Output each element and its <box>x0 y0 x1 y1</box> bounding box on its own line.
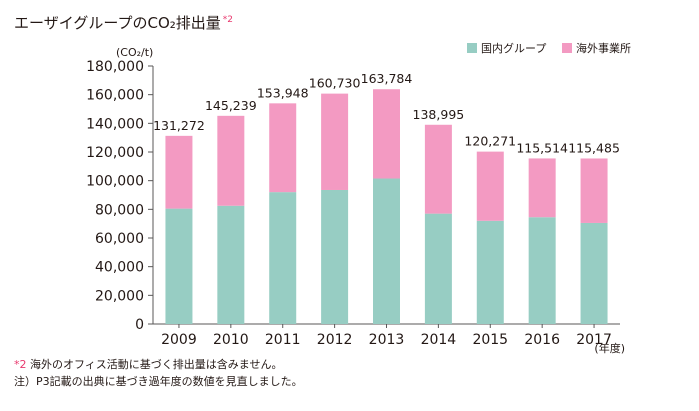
y-tick-label: 0 <box>135 317 144 333</box>
x-tick-label-2016: 2016 <box>524 332 560 348</box>
legend-label-domestic: 国内グループ <box>481 41 546 55</box>
bar-domestic-2017 <box>580 222 608 324</box>
y-tick-label: 40,000 <box>95 260 144 276</box>
total-label-2016: 115,514 <box>516 140 568 155</box>
x-tick-label-2017: 2017 <box>576 332 612 348</box>
footnote-1-mark: *2 <box>14 358 27 371</box>
bar-domestic-2011 <box>269 192 297 324</box>
legend-swatch-overseas <box>562 43 572 53</box>
x-tick-label-2013: 2013 <box>369 332 405 348</box>
y-tick-label: 60,000 <box>95 231 144 247</box>
bar-overseas-2009 <box>165 135 193 209</box>
title-note-mark: *2 <box>222 15 234 25</box>
y-tick-label: 120,000 <box>86 145 144 161</box>
x-axis-unit-label: (年度) <box>594 341 625 355</box>
footnotes: *2 海外のオフィス活動に基づく排出量は含みません。 注）P3記載の出典に基づき… <box>14 356 303 390</box>
legend-label-overseas: 海外事業所 <box>576 41 631 55</box>
footnote-2-text: 注）P3記載の出典に基づき過年度の数値を見直しました。 <box>14 375 303 388</box>
chart-title-text: エーザイグループのCO₂排出量 <box>14 14 221 32</box>
x-tick-label-2011: 2011 <box>265 332 301 348</box>
bar-overseas-2012 <box>321 93 349 190</box>
bar-overseas-2015 <box>476 151 504 221</box>
y-tick-label: 20,000 <box>95 288 144 304</box>
footnote-1: *2 海外のオフィス活動に基づく排出量は含みません。 <box>14 356 303 373</box>
bar-domestic-2012 <box>321 189 349 324</box>
footnote-2: 注）P3記載の出典に基づき過年度の数値を見直しました。 <box>14 373 303 390</box>
y-axis-unit-label: (CO₂/t) <box>116 46 153 59</box>
bar-overseas-2013 <box>373 89 400 179</box>
bar-overseas-2017 <box>580 158 608 223</box>
x-tick-label-2012: 2012 <box>317 332 353 348</box>
y-tick-label: 100,000 <box>86 174 144 190</box>
bar-domestic-2013 <box>373 178 400 324</box>
bar-domestic-2015 <box>476 220 504 324</box>
total-label-2010: 145,239 <box>205 98 257 113</box>
total-label-2013: 163,784 <box>361 71 413 86</box>
total-label-2017: 115,485 <box>568 140 620 155</box>
x-tick-label-2009: 2009 <box>161 332 197 348</box>
total-label-2011: 153,948 <box>257 85 309 100</box>
total-label-2015: 120,271 <box>464 134 516 149</box>
bar-domestic-2016 <box>528 217 556 324</box>
x-tick-label-2010: 2010 <box>213 332 249 348</box>
y-tick-label: 80,000 <box>95 202 144 218</box>
y-tick-label: 180,000 <box>86 59 144 75</box>
total-label-2009: 131,272 <box>153 118 205 133</box>
bar-domestic-2014 <box>424 213 452 324</box>
chart-title: エーザイグループのCO₂排出量 *2 <box>14 12 233 33</box>
bar-overseas-2016 <box>528 158 556 218</box>
x-tick-label-2014: 2014 <box>421 332 457 348</box>
x-tick-label-2015: 2015 <box>472 332 508 348</box>
footnote-1-text: 海外のオフィス活動に基づく排出量は含みません。 <box>30 358 283 371</box>
total-label-2012: 160,730 <box>309 76 361 91</box>
y-tick-label: 140,000 <box>86 116 144 132</box>
bar-domestic-2009 <box>165 208 193 324</box>
bar-overseas-2010 <box>217 115 245 206</box>
bar-overseas-2014 <box>424 124 452 214</box>
total-label-2014: 138,995 <box>413 107 465 122</box>
y-tick-label: 160,000 <box>86 88 144 104</box>
bar-overseas-2011 <box>269 103 297 193</box>
bar-domestic-2010 <box>217 205 245 324</box>
legend-swatch-domestic <box>467 43 477 53</box>
